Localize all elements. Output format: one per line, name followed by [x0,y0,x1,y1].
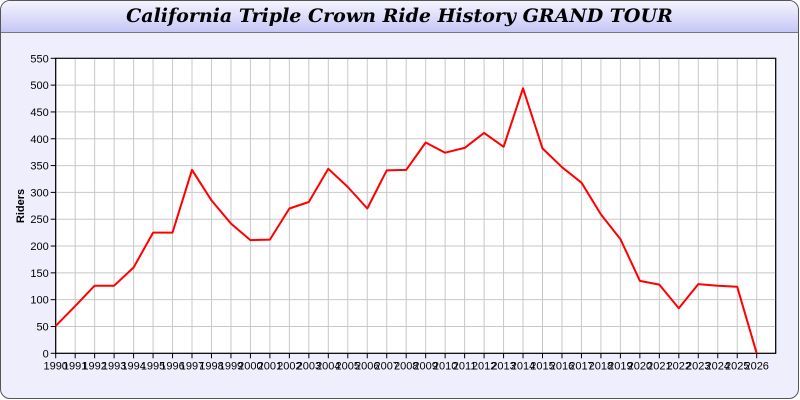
x-tick-label: 2002 [277,360,301,372]
plot-border [55,57,777,354]
x-tick-label: 2019 [608,360,632,372]
x-tick-label: 1991 [63,360,87,372]
x-tick-label: 1992 [82,360,106,372]
x-tick-label: 2006 [355,360,379,372]
title-bar: California Triple Crown Ride History GRA… [1,1,798,33]
y-tick-label: 350 [30,161,48,173]
x-tick-label: 2025 [725,360,749,372]
y-axis-label: Riders [15,189,27,223]
y-tick-label: 50 [36,321,48,333]
x-tick-label: 2017 [569,360,593,372]
x-tick-label: 2007 [374,360,398,372]
x-tick-label: 2009 [413,360,437,372]
x-tick-label: 1994 [121,360,145,372]
x-tick-label: 2021 [647,360,671,372]
x-tick-label: 2026 [744,360,768,372]
x-tick-label: 2023 [686,360,710,372]
x-tick-label: 1999 [219,360,243,372]
x-tick-label: 2004 [316,360,340,372]
x-tick-label: 2013 [491,360,515,372]
x-tick-label: 2003 [297,360,321,372]
plot-area [55,57,777,354]
y-tick-label: 550 [30,53,48,65]
x-tick-label: 2010 [433,360,457,372]
x-tick-label: 2016 [550,360,574,372]
x-tick-label: 2018 [589,360,613,372]
x-tick-label: 2012 [472,360,496,372]
y-tick-label: 500 [30,80,48,92]
y-tick-label: 250 [30,214,48,226]
x-tick-label: 2000 [238,360,262,372]
y-tick-label: 100 [30,295,48,307]
y-tick-label: 200 [30,241,48,253]
x-tick-label: 1995 [141,360,165,372]
x-tick-label: 1997 [180,360,204,372]
y-tick-label: 0 [43,348,49,360]
x-tick-label: 2022 [667,360,691,372]
x-tick-label: 1998 [199,360,223,372]
x-tick-label: 2024 [706,360,730,372]
y-tick-label: 400 [30,134,48,146]
x-tick-label: 2008 [394,360,418,372]
x-tick-label: 1993 [102,360,126,372]
x-tick-label: 2020 [628,360,652,372]
x-tick-label: 1990 [43,360,67,372]
x-tick-label: 2011 [453,360,477,372]
y-tick-label: 300 [30,187,48,199]
chart-title: California Triple Crown Ride History GRA… [126,5,673,27]
x-tick-label: 2001 [258,360,282,372]
x-tick-label: 1996 [160,360,184,372]
x-tick-label: 2005 [336,360,360,372]
y-tick-label: 150 [30,268,48,280]
y-tick-label: 450 [30,107,48,119]
x-tick-label: 2014 [511,360,535,372]
x-tick-label: 2015 [530,360,554,372]
